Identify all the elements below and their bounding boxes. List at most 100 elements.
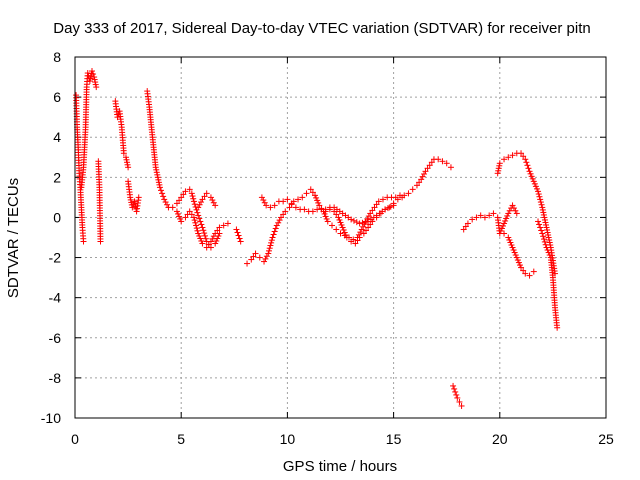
data-point [360,230,367,237]
data-point [135,194,142,201]
data-point [88,68,95,75]
data-point [90,71,97,78]
data-point [506,237,513,244]
data-point [542,241,549,248]
data-point [301,206,308,213]
data-point [250,253,257,260]
data-point [544,247,551,254]
data-point [93,84,100,91]
data-point [460,226,467,233]
data-point [510,247,517,254]
data-point [212,240,219,247]
data-point [355,231,362,238]
data-point [335,214,342,221]
y-tick-labels: -10 -8 -6 -4 -2 0 2 4 6 8 [41,49,61,426]
data-point [535,191,542,198]
data-point [520,267,527,274]
data-point [173,208,180,215]
x-tick-label: 20 [492,431,508,447]
data-point [516,262,523,269]
data-point [362,227,369,234]
data-point [186,208,193,215]
data-point [244,260,251,267]
data-point [554,324,561,331]
data-point [541,216,548,223]
data-point [424,165,431,172]
data-point [197,218,204,225]
data-point [545,231,552,238]
data-point [268,237,275,244]
data-point [196,201,203,208]
data-point [399,194,406,201]
data-point [543,244,550,251]
data-point [195,212,202,219]
data-point [237,238,244,245]
data-point [313,194,320,201]
plot-frame [74,56,607,419]
data-point [161,196,168,203]
data-point [191,217,198,224]
series-E3 [501,230,537,279]
data-point [538,227,545,234]
data-point [360,223,367,230]
data-point [528,173,535,180]
data-point [263,253,270,260]
chart-title: Day 333 of 2017, Sidereal Day-to-day VTE… [53,20,590,37]
data-point [373,201,380,208]
data-point [124,159,131,166]
data-point [122,154,129,161]
data-point [512,207,519,214]
data-point [535,218,542,225]
data-point [91,74,98,81]
data-point [286,204,293,211]
data-point [542,219,549,226]
data-point [502,217,509,224]
data-point [175,210,182,217]
data-point [525,165,532,172]
data-point [80,238,87,245]
data-point [387,203,394,210]
data-point [515,259,522,266]
data-point [200,227,207,234]
data-point [343,234,350,241]
data-point [495,167,502,174]
data-point [209,235,216,242]
data-point [458,402,465,409]
data-point [422,168,429,175]
data-point [212,202,219,209]
data-point [156,181,163,188]
data-point [447,164,454,171]
data-point [499,222,506,229]
data-point [91,76,98,83]
series-E4 [535,218,561,331]
data-point [394,196,401,203]
data-point [176,197,183,204]
data-point [481,214,488,221]
data-point [421,170,428,177]
data-point [323,215,330,222]
data-point [473,214,480,221]
data-point [546,239,553,246]
data-point [428,159,435,166]
data-point [210,199,217,206]
data-point [199,224,206,231]
data-point [375,198,382,205]
data-point [186,186,193,193]
data-point [280,198,287,205]
data-point [309,189,316,196]
data-point [195,204,202,211]
data-point [158,187,165,194]
data-point [337,230,344,237]
data-point [357,229,364,236]
data-point [252,250,259,257]
data-point [435,156,442,163]
data-point [543,224,550,231]
series-B3 [195,190,219,211]
data-point [278,214,285,221]
data-point [546,237,553,244]
data-point [518,150,525,157]
data-point [309,208,316,215]
data-point [295,196,302,203]
data-point [324,218,331,225]
